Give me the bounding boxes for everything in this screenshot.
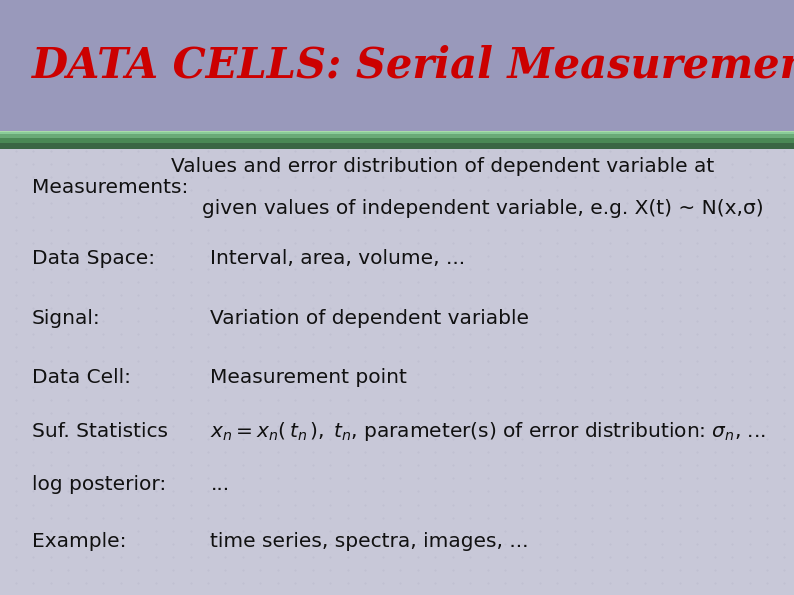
- Bar: [0, 134, 794, 138]
- Text: Suf. Statistics: Suf. Statistics: [32, 422, 168, 441]
- Text: Signal:: Signal:: [32, 309, 101, 328]
- Text: Variation of dependent variable: Variation of dependent variable: [210, 309, 530, 328]
- Bar: [0, 143, 794, 149]
- Bar: [0, 138, 794, 143]
- Text: Example:: Example:: [32, 532, 126, 551]
- Text: $x_n = x_n(\,t_n\,),\; t_n$, parameter(s) of error distribution: $\sigma_n$, ...: $x_n = x_n(\,t_n\,),\; t_n$, parameter(s…: [210, 420, 766, 443]
- Text: Data Space:: Data Space:: [32, 249, 155, 268]
- Text: Measurements:: Measurements:: [32, 178, 188, 197]
- Text: time series, spectra, images, ...: time series, spectra, images, ...: [210, 532, 529, 551]
- Bar: [0, 132, 794, 134]
- Text: DATA CELLS: Serial Measurements: DATA CELLS: Serial Measurements: [32, 45, 794, 86]
- Bar: [0, 0, 794, 131]
- Text: Data Cell:: Data Cell:: [32, 368, 131, 387]
- Bar: [0, 131, 794, 132]
- Text: given values of independent variable, e.g. X(t) ∼ N(x,σ): given values of independent variable, e.…: [202, 199, 764, 218]
- Text: Interval, area, volume, ...: Interval, area, volume, ...: [210, 249, 465, 268]
- Text: Measurement point: Measurement point: [210, 368, 407, 387]
- Text: log posterior:: log posterior:: [32, 475, 166, 494]
- Text: ...: ...: [210, 475, 229, 494]
- Text: Values and error distribution of dependent variable at: Values and error distribution of depende…: [171, 157, 714, 176]
